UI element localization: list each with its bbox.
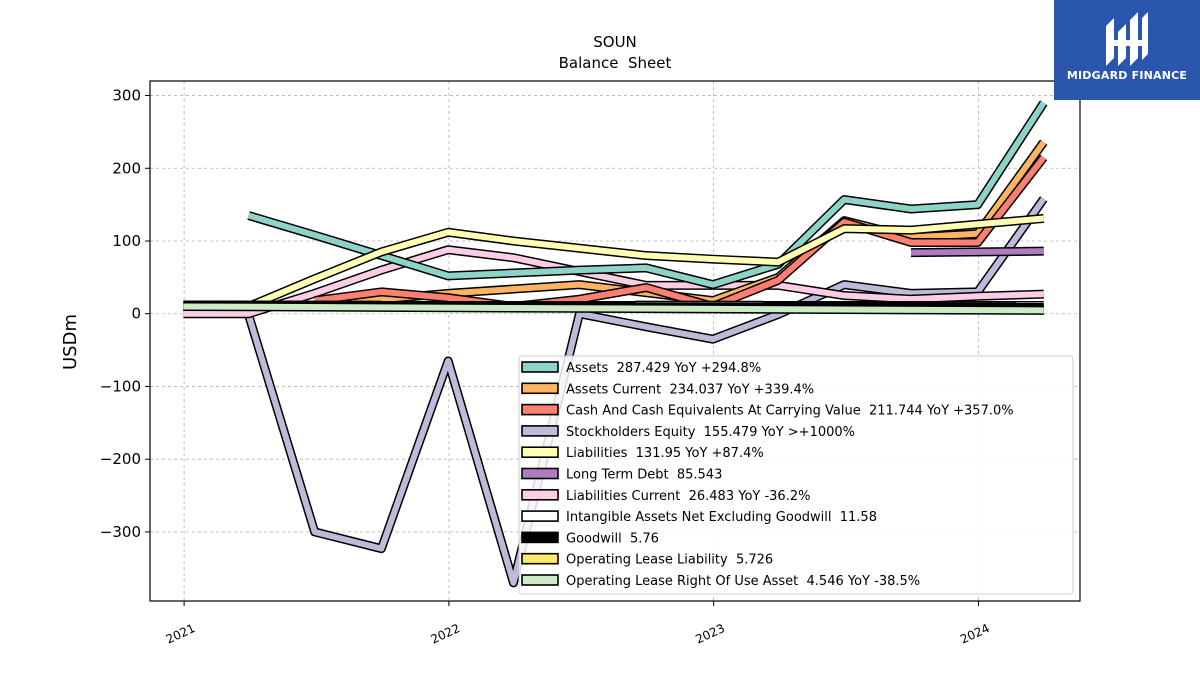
series-line: [245, 197, 1047, 586]
x-tick-label: 2023: [693, 621, 727, 647]
legend-swatch: [521, 467, 559, 480]
series-line: [183, 246, 1044, 317]
series-line: [247, 215, 1044, 310]
midgard-logo-icon: [1106, 12, 1148, 66]
legend-entry: Operating Lease Right Of Use Asset 4.546…: [566, 574, 920, 589]
legend-entry: Goodwill 5.76: [566, 531, 659, 546]
series-line: [910, 248, 1044, 256]
series-stockholders-equity: [244, 196, 1048, 588]
series-operating-lease-right-of-use-asset: [183, 301, 1044, 315]
legend-swatch: [521, 382, 559, 395]
legend-entry: Assets Current 234.037 YoY +339.4%: [566, 382, 814, 397]
legend-swatch: [521, 361, 559, 373]
x-tick-label: 2021: [164, 621, 198, 647]
legend-entry: Liabilities Current 26.483 YoY -36.2%: [566, 489, 810, 504]
y-tick-label: 0: [131, 305, 141, 323]
legend-swatch: [521, 574, 559, 586]
y-axis-label: USDm: [60, 314, 81, 370]
series-long-term-debt: [910, 246, 1044, 258]
legend-entry: Long Term Debt 85.543: [566, 468, 722, 483]
y-tick-label: −300: [100, 523, 141, 541]
legend-box: [518, 355, 1074, 595]
y-tick-label: −100: [100, 377, 141, 395]
legend-swatch: [521, 510, 559, 522]
brand-logo: MIDGARD FINANCE: [1054, 0, 1200, 100]
series-line: [183, 303, 1044, 314]
series-liabilities: [246, 213, 1045, 311]
chart-title: SOUN: [593, 33, 637, 51]
series-liabilities-current: [183, 245, 1044, 319]
legend-entry: Intangible Assets Net Excluding Goodwill…: [566, 510, 877, 525]
legend-swatch: [521, 531, 559, 544]
x-tick-label: 2024: [958, 621, 992, 647]
y-tick-label: −200: [100, 450, 141, 468]
series-cash-and-cash-equivalents-at-carrying-value: [314, 154, 1048, 311]
legend-entry: Stockholders Equity 155.479 YoY >+1000%: [566, 425, 855, 440]
x-tick-label: 2022: [429, 621, 463, 647]
plot-frame: [149, 80, 1081, 602]
brand-name: MIDGARD FINANCE: [1066, 69, 1188, 82]
legend-entry: Cash And Cash Equivalents At Carrying Va…: [566, 404, 1014, 419]
y-tick-label: 200: [112, 159, 141, 177]
chart-subtitle: Balance Sheet: [559, 54, 672, 72]
legend-entry: Liabilities 131.95 YoY +87.4%: [566, 446, 764, 461]
legend-swatch: [521, 403, 559, 416]
legend: Assets 287.429 YoY +294.8% Assets Current…: [518, 355, 1074, 595]
legend-swatch: [521, 425, 559, 437]
series-line: [314, 155, 1047, 310]
y-tick-label: 100: [112, 232, 141, 250]
legend-swatch: [521, 488, 559, 501]
series-lines: [183, 100, 1048, 588]
legend-entry: Operating Lease Liability 5.726: [566, 553, 773, 568]
y-tick-label: 300: [112, 87, 141, 105]
legend-swatch: [521, 446, 559, 459]
legend-swatch: [521, 552, 559, 565]
legend-entry: Assets 287.429 YoY +294.8%: [566, 361, 761, 376]
